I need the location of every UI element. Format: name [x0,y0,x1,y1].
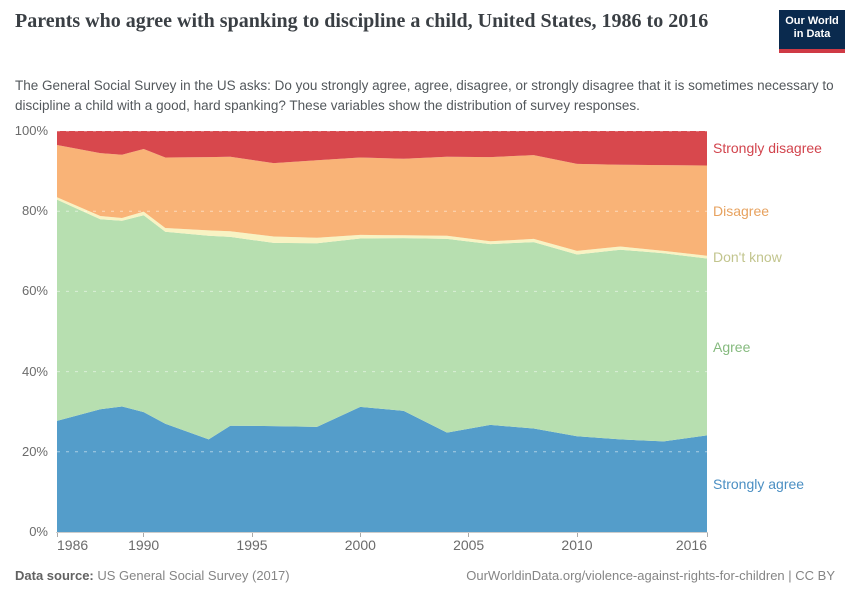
chart-footer: Data source: US General Social Survey (2… [15,568,835,583]
owid-logo-line1: Our World [785,15,839,27]
plot-area [57,131,707,532]
area-agree[interactable] [57,199,707,442]
y-axis-label-100: 100% [14,123,48,138]
data-source-value: US General Social Survey (2017) [97,568,290,583]
x-axis-tick-2005 [468,533,470,537]
x-axis-tick-2016 [706,533,708,537]
series-label-strongly-disagree: Strongly disagree [713,140,822,157]
x-axis-tick-1986 [56,533,58,537]
data-source-label: Data source: [15,568,94,583]
area-don-t-know[interactable] [57,197,707,259]
x-axis-label-1990: 1990 [128,537,160,553]
owid-logo-line2: in Data [793,28,831,40]
area-strongly-disagree[interactable] [57,131,707,166]
chart-subtitle: The General Social Survey in the US asks… [15,78,834,113]
series-label-strongly-agree: Strongly agree [713,475,805,492]
x-axis-tick-1990 [143,533,145,537]
x-axis-label-1995: 1995 [236,537,268,553]
area-disagree[interactable] [57,145,707,256]
x-axis-label-2000: 2000 [344,537,376,553]
x-axis-tick-2010 [576,533,578,537]
credit-link[interactable]: OurWorldinData.org/violence-against-righ… [466,568,835,583]
x-axis-line [56,532,708,533]
y-axis-label-60: 60% [21,283,48,299]
x-axis-label-2016: 2016 [675,537,707,553]
area-strongly-agree[interactable] [57,406,707,533]
owid-logo[interactable]: Our World in Data [779,10,845,53]
y-axis-label-0: 0% [29,524,48,539]
x-axis-tick-1995 [251,533,253,537]
y-axis-label-20: 20% [21,443,48,459]
chart-title: Parents who agree with spanking to disci… [15,10,709,32]
x-axis-label-1986: 1986 [57,537,89,553]
data-source[interactable]: Data source: US General Social Survey (2… [15,568,290,583]
y-axis-label-40: 40% [21,363,48,379]
series-label-don-t-know: Don't know [713,249,782,266]
y-axis-label-80: 80% [21,203,48,219]
x-axis-tick-2000 [359,533,361,537]
series-label-disagree: Disagree [713,202,770,219]
series-label-agree: Agree [713,338,751,355]
x-axis-label-2010: 2010 [561,537,593,553]
x-axis-label-2005: 2005 [453,537,485,553]
